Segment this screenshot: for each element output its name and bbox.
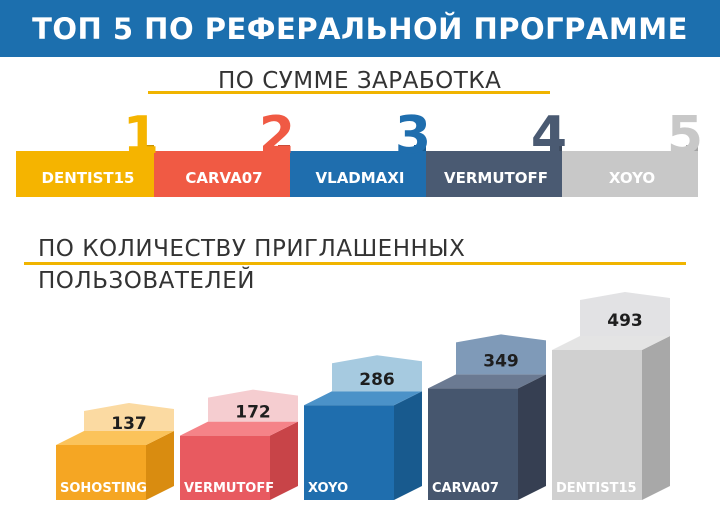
- bar-vermutoff: [180, 435, 270, 500]
- value-plate-sohosting: [84, 403, 174, 431]
- page-title: ТОП 5 ПО РЕФЕРАЛЬНОЙ ПРОГРАММЕ: [0, 0, 720, 57]
- rank-number-5: 5: [667, 106, 703, 166]
- bar-value-dentist15: 493: [607, 311, 643, 331]
- ribbon-segment-dentist15: [16, 151, 154, 197]
- value-plate-vermutoff: [208, 389, 298, 422]
- ribbon-segment-vladmaxi: [288, 151, 426, 197]
- bar-value-sohosting: 137: [111, 414, 147, 434]
- bar-side-carva07: [518, 374, 546, 500]
- ribbon-segment-xoyo: [560, 151, 698, 197]
- bar-value-carva07: 349: [483, 351, 519, 371]
- bar-top-carva07: [428, 374, 546, 389]
- bar-label-xoyo: XOYO: [308, 481, 348, 496]
- bar-side-sohosting: [146, 431, 174, 500]
- value-plate-carva07: [456, 334, 546, 375]
- invites-section-title-line1: ПО КОЛИЧЕСТВУ ПРИГЛАШЕННЫХ: [38, 236, 466, 262]
- ribbon-label-xoyo: XOYO: [609, 169, 655, 187]
- bar-side-dentist15: [642, 336, 670, 500]
- earnings-section-title: ПО СУММЕ ЗАРАБОТКА: [218, 68, 502, 94]
- bar-label-carva07: CARVA07: [432, 481, 499, 496]
- rank-number-2: 2: [259, 106, 295, 166]
- bar-label-dentist15: DENTIST15: [556, 481, 637, 496]
- bar-sohosting: [56, 445, 146, 500]
- ribbon-label-vermutoff: VERMUTOFF: [444, 169, 548, 187]
- bar-value-vermutoff: 172: [235, 403, 271, 423]
- bar-value-xoyo: 286: [359, 370, 395, 390]
- invites-title-underline: [24, 262, 686, 265]
- rank-number-4: 4: [531, 106, 567, 166]
- bar-top-sohosting: [56, 431, 174, 445]
- rank-number-3: 3: [395, 106, 431, 166]
- bar-top-xoyo: [304, 391, 422, 406]
- value-plate-dentist15: [580, 292, 670, 336]
- ribbon-segment-carva07: [152, 151, 290, 197]
- bar-xoyo: [304, 405, 394, 500]
- value-plate-xoyo: [332, 355, 422, 392]
- ribbon-label-vladmaxi: VLADMAXI: [316, 169, 405, 187]
- ribbon-label-dentist15: DENTIST15: [42, 169, 135, 187]
- rank-number-1: 1: [123, 106, 159, 166]
- bar-side-vermutoff: [270, 421, 298, 500]
- bar-carva07: [428, 388, 518, 500]
- bar-side-xoyo: [394, 391, 422, 500]
- bar-dentist15: [552, 350, 642, 500]
- ribbon-segment-vermutoff: [424, 151, 562, 197]
- invites-section-title-line2: ПОЛЬЗОВАТЕЛЕЙ: [38, 268, 255, 294]
- bar-top-vermutoff: [180, 421, 298, 436]
- ribbon-label-carva07: CARVA07: [185, 169, 262, 187]
- earnings-title-underline: [148, 91, 550, 94]
- bar-label-vermutoff: VERMUTOFF: [184, 481, 274, 496]
- bar-label-sohosting: SOHOSTING: [60, 481, 147, 496]
- bar-top-dentist15: [552, 336, 670, 350]
